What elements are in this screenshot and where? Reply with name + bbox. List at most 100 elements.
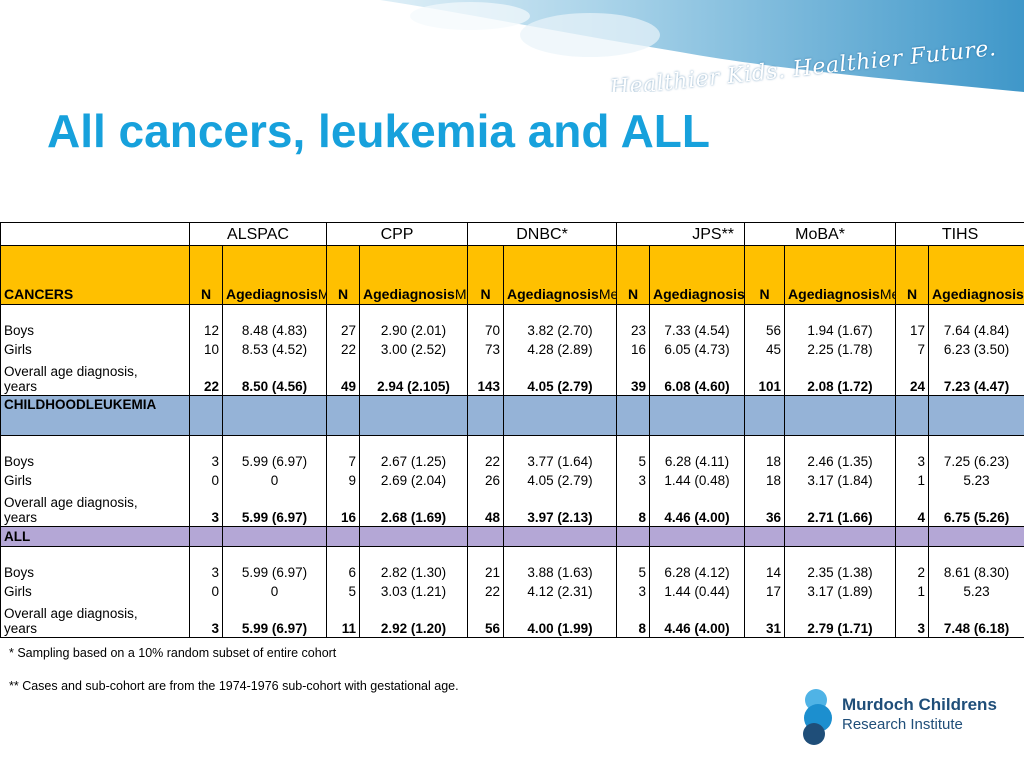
mean-sd-value: 6.28 (4.12) <box>649 563 746 582</box>
n-value: 11 <box>326 601 361 638</box>
section-title-line: ALL <box>4 529 31 544</box>
corner-cell <box>0 222 190 246</box>
mean-sd-value: 4.12 (2.31) <box>503 582 618 601</box>
spacer-cell <box>895 546 930 563</box>
n-column-header: N <box>467 245 505 305</box>
n-value: 17 <box>895 321 930 340</box>
cancers-label: CANCERS <box>0 245 190 305</box>
n-value: 10 <box>189 340 223 359</box>
n-value: 22 <box>189 359 223 396</box>
table-row: Boys 3 5.99 (6.97) 6 2.82 (1.30) 21 3.88 (1.63… <box>0 563 1024 582</box>
banner-graphic <box>380 0 1024 92</box>
diagnosis-header-line: diagnosis <box>389 286 455 302</box>
age-diagnosis-header: AgediagnosisMean(SD) <box>784 245 897 305</box>
n-value: 5 <box>326 582 361 601</box>
mean-sd-value: 2.71 (1.66) <box>784 490 897 527</box>
n-value: 39 <box>616 359 651 396</box>
mean-sd-value: 5.99 (6.97) <box>221 490 328 527</box>
mean-sd-value: 3.03 (1.21) <box>359 582 469 601</box>
spacer-cell <box>616 435 651 452</box>
spacer-cell <box>326 435 361 452</box>
spacer-cell <box>784 546 897 563</box>
mean-sd-value: 3.88 (1.63) <box>503 563 618 582</box>
mean-sd-value: 5.99 (6.97) <box>221 601 328 638</box>
table-row: Boys 3 5.99 (6.97) 7 2.67 (1.25) 22 3.77 (1.64… <box>0 452 1024 471</box>
section-band-cell <box>616 526 651 547</box>
age-diagnosis-header: AgediagnosisMean(SD) <box>928 245 1024 305</box>
section-band-cell <box>784 526 897 547</box>
spacer-cell <box>221 435 328 452</box>
n-value: 3 <box>189 601 223 638</box>
section-band-cell <box>326 395 361 436</box>
mean-sd-value: 3.17 (1.89) <box>784 582 897 601</box>
n-value: 7 <box>326 452 361 471</box>
section-header-row: ALL <box>0 526 1024 547</box>
n-column-header: N <box>895 245 930 305</box>
age-header-line: Age <box>226 286 253 302</box>
section-title: ALL <box>0 526 190 547</box>
n-value: 22 <box>467 452 505 471</box>
spacer-cell <box>616 304 651 321</box>
cohort-header: CPP <box>326 222 469 246</box>
spacer-cell <box>326 546 361 563</box>
n-value: 17 <box>744 582 786 601</box>
spacer-row <box>0 304 1024 321</box>
header-banner: Healthier Kids. Healthier Future. <box>380 0 1024 92</box>
row-label: Boys <box>0 452 190 471</box>
spacer-cell <box>616 546 651 563</box>
section-band-cell <box>359 526 469 547</box>
mean-sd-value: 2.90 (2.01) <box>359 321 469 340</box>
mean-sd-value: 1.94 (1.67) <box>784 321 897 340</box>
n-value: 22 <box>326 340 361 359</box>
section-title: CHILDHOODLEUKEMIA <box>0 395 190 436</box>
n-column-header: N <box>189 245 223 305</box>
n-value: 49 <box>326 359 361 396</box>
mean-sd-value: 2.69 (2.04) <box>359 471 469 490</box>
n-value: 3 <box>189 452 223 471</box>
row-label: Boys <box>0 563 190 582</box>
spacer-row <box>0 546 1024 563</box>
n-value: 31 <box>744 601 786 638</box>
logo-mark-icon <box>803 689 832 745</box>
n-value: 73 <box>467 340 505 359</box>
n-value: 18 <box>744 452 786 471</box>
mean-sd-value: 6.08 (4.60) <box>649 359 746 396</box>
section-band-cell <box>649 526 746 547</box>
spacer-cell <box>359 435 469 452</box>
n-value: 8 <box>616 601 651 638</box>
spacer-cell <box>744 304 786 321</box>
n-value: 9 <box>326 471 361 490</box>
cohort-header: JPS** <box>616 222 746 246</box>
n-value: 48 <box>467 490 505 527</box>
cohort-header-row: ALSPAC CPP DNBC* JPS** MoBA* TIHS <box>0 222 1024 246</box>
spacer-row <box>0 435 1024 452</box>
spacer-cell <box>649 435 746 452</box>
mean-sd-value: 2.68 (1.69) <box>359 490 469 527</box>
n-value: 8 <box>616 490 651 527</box>
spacer-cell <box>784 435 897 452</box>
row-label: Girls <box>0 340 190 359</box>
row-label-line: Overall age diagnosis, <box>4 606 138 621</box>
spacer-cell <box>221 304 328 321</box>
mean-sd-value: 4.05 (2.79) <box>503 359 618 396</box>
section-band-cell <box>503 526 618 547</box>
spacer-cell <box>0 546 190 563</box>
mean-sd-value: 1.44 (0.48) <box>649 471 746 490</box>
n-value: 24 <box>895 359 930 396</box>
row-label: Girls <box>0 471 190 490</box>
age-diagnosis-header: AgediagnosisMean(SD) <box>359 245 469 305</box>
spacer-cell <box>0 304 190 321</box>
n-value: 3 <box>616 471 651 490</box>
section-band-cell <box>359 395 469 436</box>
spacer-cell <box>0 435 190 452</box>
section-band-cell <box>221 526 328 547</box>
logo-name-line2: Research Institute <box>842 716 963 733</box>
n-value: 4 <box>895 490 930 527</box>
section-title-line: CHILDHOOD <box>4 397 86 412</box>
row-label: Boys <box>0 321 190 340</box>
age-diagnosis-header: AgediagnosisMean (SD) <box>221 245 328 305</box>
mean-sd-value: 8.50 (4.56) <box>221 359 328 396</box>
mean-sd-value: 3.82 (2.70) <box>503 321 618 340</box>
mean-sd-value: 7.33 (4.54) <box>649 321 746 340</box>
mean-sd-value: 3.97 (2.13) <box>503 490 618 527</box>
